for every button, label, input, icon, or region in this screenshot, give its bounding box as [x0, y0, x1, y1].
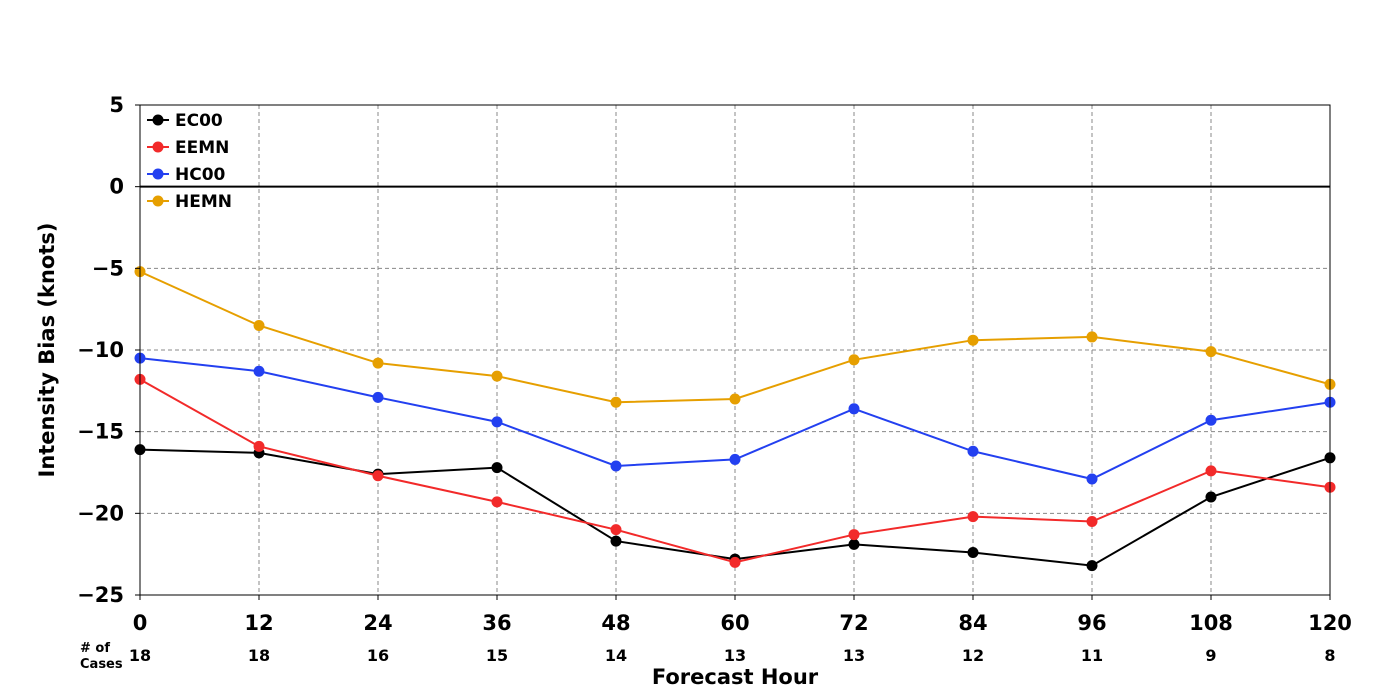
case-count: 16	[367, 646, 389, 665]
data-point	[372, 391, 384, 403]
data-point	[1086, 516, 1098, 527]
data-point	[1205, 346, 1217, 358]
data-point	[491, 462, 503, 474]
legend-marker	[152, 195, 164, 207]
legend-item: EC00	[147, 111, 223, 131]
data-point	[372, 357, 384, 369]
data-point	[848, 538, 860, 550]
legend-label: EEMN	[175, 138, 229, 158]
data-point	[848, 354, 860, 366]
x-tick-label: 84	[958, 611, 987, 635]
y-tick-label: −20	[77, 501, 124, 525]
legend-item: EEMN	[147, 138, 229, 158]
x-tick-label: 60	[720, 611, 749, 635]
data-point	[1205, 414, 1217, 426]
legend-label: HC00	[175, 165, 226, 185]
data-point	[967, 511, 979, 523]
case-count: 14	[605, 646, 627, 665]
x-tick-label: 12	[244, 611, 273, 635]
data-point	[491, 496, 503, 508]
legend-item: HC00	[147, 165, 226, 185]
x-tick-label: 24	[363, 611, 392, 635]
data-point	[729, 453, 741, 465]
y-tick-label: −10	[77, 338, 124, 362]
legend-label: HEMN	[175, 192, 232, 212]
x-tick-label: 36	[482, 611, 511, 635]
y-ticks: 5 0 −5 −10 −15 −20 −25	[77, 93, 140, 607]
legend-item: HEMN	[147, 192, 232, 212]
data-point	[1205, 491, 1217, 503]
x-tick-label: 0	[133, 611, 148, 635]
x-tick-label: 96	[1077, 611, 1106, 635]
legend-label: EC00	[175, 111, 223, 131]
data-point	[729, 556, 741, 568]
case-count: 12	[962, 646, 984, 665]
legend-marker	[152, 141, 164, 153]
case-count: 15	[486, 646, 508, 665]
case-count: 13	[724, 646, 746, 665]
y-tick-label: −15	[77, 420, 124, 444]
data-point	[610, 460, 622, 472]
y-axis-label: Intensity Bias (knots)	[35, 223, 59, 478]
x-axis-label: Forecast Hour	[652, 665, 819, 689]
x-tick-label: 48	[601, 611, 630, 635]
data-point	[253, 365, 265, 377]
data-point	[610, 396, 622, 408]
x-tick-label: 108	[1189, 611, 1233, 635]
data-point	[610, 524, 622, 536]
series-eemn	[134, 373, 1336, 568]
case-count: 8	[1324, 646, 1335, 665]
data-point	[848, 403, 860, 415]
x-ticks: 0 12 24 36 48 60 72 84 96 108 120	[133, 595, 1352, 635]
x-tick-label: 72	[839, 611, 868, 635]
legend-marker	[152, 168, 164, 180]
case-count: 18	[248, 646, 270, 665]
data-point	[967, 547, 979, 559]
data-point	[1086, 331, 1098, 343]
data-point	[1086, 473, 1098, 485]
cases-label: # of Cases	[80, 641, 123, 672]
series-layer	[134, 266, 1336, 572]
data-point	[729, 393, 741, 405]
case-count: 11	[1081, 646, 1103, 665]
y-tick-label: 5	[109, 93, 124, 117]
data-point	[848, 529, 860, 541]
y-tick-label: −5	[92, 256, 124, 280]
data-point	[491, 370, 503, 382]
case-count: 13	[843, 646, 865, 665]
case-count: 18	[129, 646, 151, 665]
data-point	[610, 535, 622, 547]
cases-row: # of Cases 18 18 16 15 14 13 13 12 11 9 8	[80, 641, 1336, 672]
legend: EC00 EEMN HC00 HEMN	[147, 111, 232, 212]
y-tick-label: −25	[77, 583, 124, 607]
case-count: 9	[1205, 646, 1216, 665]
data-point	[967, 334, 979, 346]
data-point	[1086, 560, 1098, 572]
legend-marker	[152, 114, 164, 126]
y-tick-label: 0	[109, 175, 124, 199]
x-tick-label: 120	[1308, 611, 1352, 635]
data-point	[253, 320, 265, 331]
data-point	[253, 440, 265, 452]
data-point	[491, 416, 503, 428]
data-point	[1205, 465, 1217, 477]
data-point	[967, 445, 979, 457]
data-point	[372, 470, 384, 482]
